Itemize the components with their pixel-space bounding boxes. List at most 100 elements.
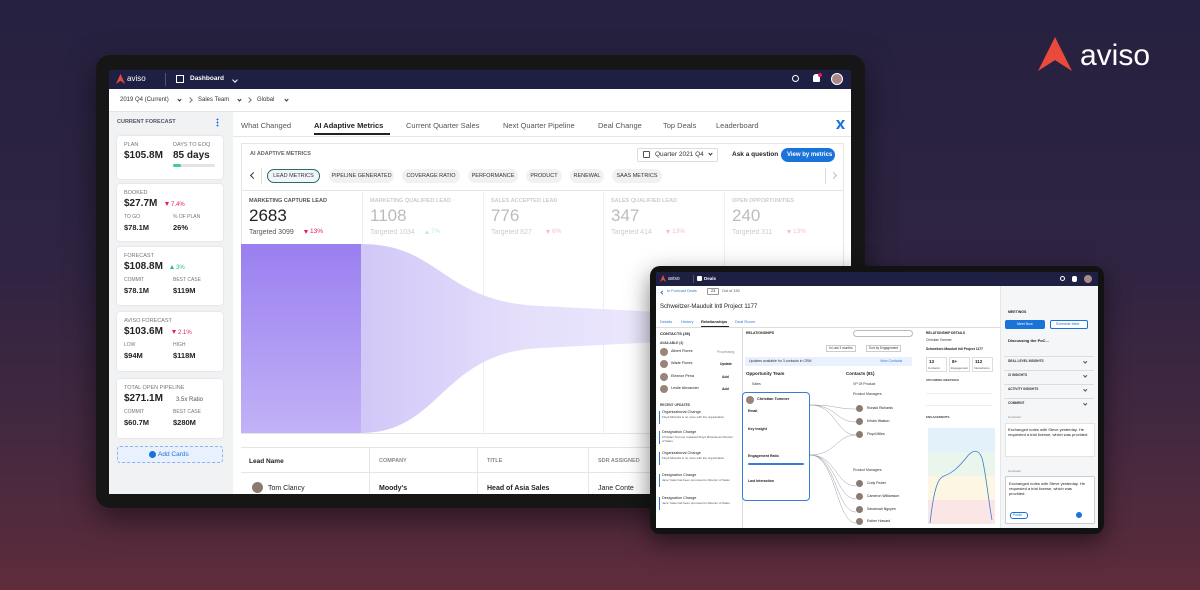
section-title[interactable]: DEAL LEVEL INSIGHTS <box>1008 359 1044 363</box>
divider <box>241 472 851 473</box>
button-label[interactable]: Schedule Meet <box>1056 322 1080 326</box>
tab[interactable]: History <box>681 319 694 324</box>
tab[interactable]: Leaderboard <box>716 121 759 130</box>
view-button[interactable] <box>781 148 835 162</box>
section-title[interactable]: CI INSIGHTS <box>1008 373 1028 377</box>
card-label: AVISO FORECAST <box>124 318 172 324</box>
filter[interactable]: Global <box>257 97 275 103</box>
tab[interactable]: Current Quarter Sales <box>406 121 480 130</box>
card-value: $271.1M <box>124 393 163 404</box>
nav-brand: aviso <box>127 74 146 83</box>
card-label: BOOKED <box>124 190 148 196</box>
card-change: 7.4% <box>171 202 185 208</box>
bell-icon[interactable] <box>1072 276 1077 282</box>
contact-action[interactable]: Update <box>720 362 732 366</box>
tab[interactable]: What Changed <box>241 121 292 130</box>
contact-action[interactable]: Add <box>722 387 729 391</box>
avatar <box>660 360 668 368</box>
filter[interactable]: 2019 Q4 (Current) <box>120 97 169 103</box>
dropdown-label[interactable]: Quarter 2021 Q4 <box>655 151 704 158</box>
metric-label: MARKETING CAPTURE LEAD <box>249 198 327 204</box>
menu-icon[interactable] <box>216 118 219 127</box>
search-icon[interactable] <box>1060 276 1065 281</box>
card-change: 3.5x Ratio <box>176 397 204 403</box>
group-label: Product Managers <box>853 468 882 472</box>
metric-label: SALES ACCEPTED LEAD <box>491 198 558 204</box>
add-cards-label[interactable]: Add Cards <box>158 451 189 458</box>
card-sub-label: COMMIT <box>124 409 145 415</box>
avatar <box>856 518 863 525</box>
card-sub-value: $118M <box>173 351 196 360</box>
progress-track <box>173 164 215 167</box>
nav-menu[interactable]: Deals <box>704 276 717 281</box>
metric-target: Targeted 414 <box>611 229 652 236</box>
section-title: Contacts (81) <box>846 371 875 376</box>
nav-menu[interactable]: Dashboard <box>190 75 224 82</box>
meet-now-button[interactable] <box>1005 320 1045 329</box>
pill[interactable]: LEAD METRICS <box>267 169 320 183</box>
section-title: RELATIONSHIPS <box>746 331 775 335</box>
detail-name: Christian Tommer <box>926 338 952 342</box>
metric-value: 1108 <box>370 206 407 225</box>
pill[interactable]: PRODUCT <box>526 169 562 183</box>
breadcrumb[interactable]: In Forecast Deals <box>667 289 697 293</box>
pill[interactable]: COVERAGE RATIO <box>402 169 460 183</box>
tab-underline <box>314 133 390 135</box>
index-box <box>707 288 719 295</box>
visibility-select[interactable]: Public <box>1010 512 1028 520</box>
settings-icon[interactable] <box>836 120 845 129</box>
filter[interactable]: Sales Team <box>198 97 230 103</box>
card-sub-value: $78.1M <box>124 223 150 232</box>
tab[interactable]: Top Deals <box>663 121 697 130</box>
tab[interactable]: Relationships <box>701 319 728 324</box>
metric-value: 240 <box>732 206 761 225</box>
card <box>117 136 223 179</box>
ask-link[interactable]: Ask a question <box>732 151 779 158</box>
metric-value: 347 <box>611 206 640 225</box>
pill[interactable]: PERFORMANCE <box>468 169 518 183</box>
card-field: Engagement Ratio <box>748 454 779 458</box>
view-button-label[interactable]: View by metrics <box>787 152 833 158</box>
dropdown[interactable] <box>637 148 718 162</box>
metric-change: 13% <box>793 228 807 235</box>
tab[interactable]: Deal Change <box>598 121 642 130</box>
stat-box <box>949 357 970 372</box>
deal-icon <box>697 276 702 281</box>
tab[interactable]: Next Quarter Pipeline <box>503 121 575 130</box>
update-title: Organizational Change <box>662 451 701 455</box>
bell-icon[interactable] <box>813 74 820 82</box>
contact-action[interactable]: Add <box>722 375 729 379</box>
filter[interactable]: In Last 3 months <box>826 345 856 353</box>
search-icon[interactable] <box>792 75 799 82</box>
pill[interactable]: SAAS METRICS <box>612 169 662 183</box>
avatar[interactable] <box>831 73 843 85</box>
filter[interactable]: Sort by Engagement <box>866 345 902 353</box>
add-cards-button[interactable] <box>117 446 223 463</box>
tab[interactable]: Details <box>660 319 673 324</box>
tab[interactable]: Deal Room <box>735 319 756 324</box>
avatar <box>660 348 668 356</box>
card-label: TOTAL OPEN PIPELINE <box>124 385 185 391</box>
top-nav <box>109 70 851 89</box>
avatar <box>252 482 263 493</box>
divider <box>233 136 851 137</box>
pill[interactable]: RENEWAL <box>570 169 604 183</box>
deal-index: 23 <box>711 289 716 293</box>
schedule-button[interactable] <box>1050 320 1088 329</box>
section-title[interactable]: COMMENT <box>1008 401 1025 405</box>
card-name: Christian Tommer <box>757 397 790 401</box>
relationship-links <box>809 404 857 524</box>
change-arrow <box>304 230 308 234</box>
stat-label: Interactions <box>974 366 990 370</box>
link[interactable]: View Contacts <box>880 359 903 363</box>
card-sub-value: 26% <box>173 223 189 232</box>
metric-value: 776 <box>491 206 520 225</box>
group-label: Product Managers <box>853 392 882 396</box>
avatar[interactable] <box>1084 275 1092 283</box>
tab[interactable]: AI Adaptive Metrics <box>314 121 384 130</box>
button-label[interactable]: Meet Now <box>1017 322 1033 326</box>
pill[interactable]: PIPELINE GENERATED <box>329 169 394 183</box>
section-title[interactable]: ACTIVITY INSIGHTS <box>1008 387 1039 391</box>
send-button[interactable] <box>1076 512 1082 518</box>
